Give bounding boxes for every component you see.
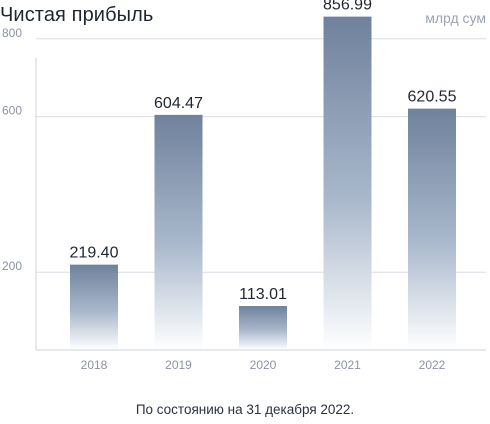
chart-unit-label: млрд сум — [425, 10, 486, 26]
x-tick-label-2020: 2020 — [250, 358, 277, 372]
value-label-2021: 856.99 — [323, 0, 372, 14]
value-label-2022: 620.55 — [408, 89, 457, 106]
y-tick-label-800: 800 — [2, 26, 22, 40]
x-tick-label-2022: 2022 — [419, 358, 446, 372]
x-tick-label-2018: 2018 — [81, 358, 108, 372]
value-label-2018: 219.40 — [70, 245, 119, 262]
chart-title: Чистая прибыль — [0, 4, 154, 26]
x-tick-label-2019: 2019 — [165, 358, 192, 372]
bar-2018 — [70, 264, 118, 350]
bar-2019 — [154, 114, 203, 350]
value-label-2019: 604.47 — [154, 95, 203, 112]
bar-2021 — [323, 16, 372, 350]
bar-2020 — [239, 306, 287, 350]
value-label-2020: 113.01 — [239, 286, 287, 303]
chart-footnote: По состоянию на 31 декабря 2022. — [135, 402, 355, 417]
y-tick-label-600: 600 — [2, 104, 22, 118]
x-tick-label-2021: 2021 — [334, 358, 361, 372]
bar-2022 — [408, 108, 456, 350]
y-tick-label-200: 200 — [2, 259, 22, 273]
